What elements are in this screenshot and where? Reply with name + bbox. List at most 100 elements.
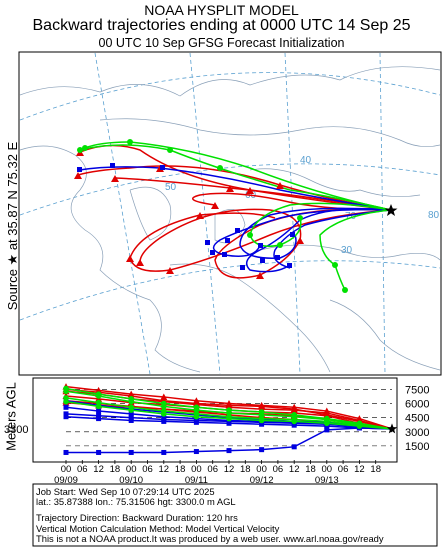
height-marker [63, 398, 69, 405]
trajectory-blue-2 [212, 208, 392, 257]
height-marker [63, 449, 69, 455]
source-star-map [384, 204, 398, 216]
height-marker [128, 396, 134, 402]
lon-label-70: 70 [345, 211, 357, 222]
map-markers-green [77, 139, 348, 293]
height-marker [128, 417, 134, 423]
lat-label-40: 40 [300, 155, 312, 166]
x-tick-label: 18 [240, 464, 251, 475]
height-marker [323, 411, 331, 418]
x-tick-label: 12 [289, 464, 300, 475]
date-label: 09/10 [119, 475, 143, 486]
height-marker [161, 411, 167, 417]
trajectory-blue-4 [239, 207, 392, 259]
height-marker [324, 415, 330, 422]
height-marker [96, 449, 102, 455]
chart-title: Backward trajectories ending at 0000 UTC… [32, 17, 411, 34]
height-marker [258, 402, 266, 410]
height-marker [161, 400, 167, 407]
height-marker [291, 422, 297, 428]
height-marker [128, 415, 134, 421]
height-marker [95, 403, 102, 410]
height-marker [226, 415, 232, 422]
height-marker [128, 449, 134, 455]
x-tick-label: 18 [370, 464, 381, 475]
height-marker [63, 411, 69, 417]
height-marker [291, 412, 298, 418]
height-marker [63, 385, 69, 392]
x-tick-label: 12 [93, 464, 104, 475]
x-tick-label: 06 [273, 464, 284, 475]
height-marker [63, 404, 69, 410]
trajectory-blue-3 [79, 166, 392, 211]
height-series-green [63, 398, 393, 430]
height-series [62, 383, 398, 455]
map-panel: 50 60 70 80 40 30 [18, 51, 442, 376]
x-tick-label: 06 [207, 464, 218, 475]
x-tick-label: 12 [354, 464, 365, 475]
x-tick-label: 18 [175, 464, 186, 475]
date-label: 09/09 [54, 475, 78, 486]
height-marker [128, 407, 134, 413]
x-tick-label: 00 [191, 464, 202, 475]
x-tick-label: 06 [142, 464, 153, 475]
x-tick-label: 12 [159, 464, 170, 475]
height-marker [259, 447, 265, 453]
map-markers-blue [77, 163, 295, 270]
vertical-method-text: Vertical Motion Calculation Method: Mode… [36, 522, 280, 534]
job-start-text: Job Start: Wed Sep 10 07:29:14 UTC 2025 [36, 486, 215, 497]
height-series-blue [63, 425, 393, 455]
height-marker [291, 444, 297, 450]
y-tick-label: 4500 [405, 413, 429, 425]
height-marker [160, 393, 168, 400]
height-marker [291, 418, 298, 425]
height-x-tick-labels: 18 12 06 00 18 12 06 00 18 12 06 00 18 12 06 00 18 12 06 00 [61, 464, 381, 475]
height-marker [226, 448, 232, 454]
x-tick-label: 00 [322, 464, 333, 475]
height-marker [96, 413, 102, 419]
chart-subtitle: 00 UTC 10 Sep GFSG Forecast Initializati… [98, 36, 345, 50]
height-marker [95, 391, 102, 397]
location-text: lat.: 35.87388 lon.: 75.31506 hgt: 3300.… [36, 496, 236, 508]
trajectory-green-4 [319, 209, 392, 291]
map-coastlines [19, 66, 441, 373]
height-marker [258, 417, 265, 424]
height-series-blue [63, 414, 393, 431]
source-star-height [386, 423, 398, 434]
map-markers [74, 139, 348, 293]
x-tick-label: 00 [126, 464, 137, 475]
start-height-label: 3300 [4, 424, 28, 436]
height-marker [324, 420, 330, 427]
height-marker [96, 408, 102, 414]
height-marker [193, 449, 199, 455]
height-y-tick-labels: 7500 6000 4500 3000 1500 [405, 384, 429, 452]
x-tick-label: 06 [77, 464, 88, 475]
height-marker [226, 407, 232, 413]
trajectory-green-2 [84, 141, 392, 211]
height-marker [63, 414, 69, 420]
height-marker [193, 419, 199, 425]
date-label: 09/11 [185, 475, 208, 486]
x-tick-label: 18 [305, 464, 316, 475]
x-tick-label: 18 [110, 464, 121, 475]
run-info: Job Start: Wed Sep 10 07:29:14 UTC 2025 … [36, 486, 436, 544]
height-date-labels: 09/13 09/12 09/11 09/10 09/09 [54, 475, 339, 486]
y-tick-label: 7500 [405, 384, 429, 396]
footer-frame [32, 483, 438, 547]
disclaimer-text: This is not a NOAA product.It was produc… [36, 532, 384, 544]
height-marker [324, 427, 330, 433]
y-tick-label: 3000 [405, 427, 429, 439]
lon-label-80: 80 [428, 210, 440, 221]
x-tick-label: 00 [61, 464, 72, 475]
height-marker [259, 421, 265, 427]
height-marker [290, 405, 298, 413]
height-marker [258, 409, 265, 415]
y-tick-label: 1500 [405, 441, 429, 453]
map-graticule [19, 52, 441, 375]
height-marker [225, 401, 233, 409]
height-marker [128, 411, 134, 417]
x-tick-label: 12 [224, 464, 235, 475]
height-marker [193, 413, 200, 420]
direction-text: Trajectory Direction: Backward Duration:… [36, 512, 238, 524]
